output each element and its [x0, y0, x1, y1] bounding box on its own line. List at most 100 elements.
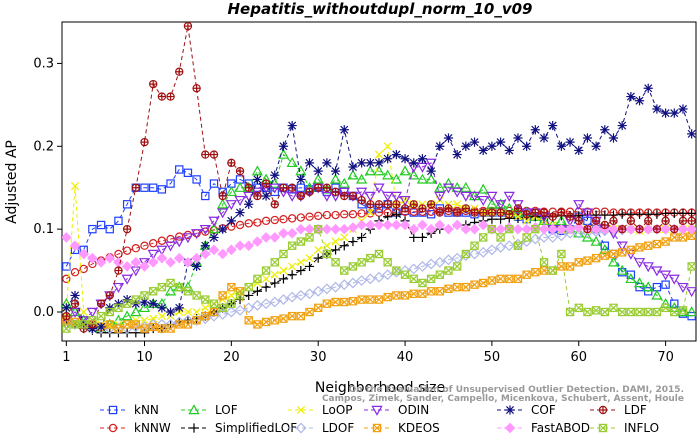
data-point: [244, 219, 253, 228]
legend-marker: [598, 423, 608, 433]
data-point: [661, 280, 670, 289]
legend-marker: [108, 405, 118, 415]
data-point: [322, 210, 332, 220]
data-point: [208, 223, 220, 234]
data-point: [270, 215, 279, 225]
data-point: [201, 191, 210, 201]
data-point: [305, 307, 314, 317]
data-point: [382, 269, 394, 281]
data-point: [105, 320, 114, 329]
data-point: [530, 125, 540, 135]
data-point: [279, 249, 288, 259]
data-point: [175, 320, 184, 329]
data-point: [182, 233, 194, 244]
data-point: [477, 195, 489, 206]
data-point: [564, 227, 576, 239]
data-point: [434, 191, 446, 202]
data-point: [581, 231, 594, 242]
data-point: [139, 297, 150, 307]
y-tick-label: 0.0: [33, 305, 54, 320]
data-point: [678, 216, 688, 226]
data-point: [253, 191, 262, 201]
data-point: [261, 266, 271, 275]
data-point: [444, 284, 453, 294]
data-point: [505, 224, 514, 234]
data-point: [226, 244, 237, 256]
data-point: [408, 169, 420, 180]
data-point: [616, 264, 628, 275]
legend-label: LoOP: [322, 403, 353, 417]
data-point: [670, 224, 679, 234]
data-point: [451, 187, 463, 198]
data-point: [477, 246, 489, 258]
data-point: [400, 154, 410, 164]
data-point: [262, 274, 271, 283]
data-point: [314, 211, 323, 221]
data-point: [548, 120, 558, 131]
data-point: [382, 169, 394, 180]
data-point: [468, 191, 481, 202]
data-point: [296, 191, 306, 201]
data-point: [208, 244, 220, 256]
data-point: [295, 289, 307, 301]
data-point: [434, 256, 446, 268]
data-point: [400, 204, 410, 213]
data-point: [591, 306, 601, 315]
data-point: [609, 216, 618, 226]
data-point: [408, 263, 420, 275]
credit-line-2: On the Evaluation of Unsupervised Outlie…: [349, 385, 684, 395]
data-point: [338, 279, 350, 291]
data-point: [87, 252, 98, 264]
data-point: [114, 266, 123, 275]
data-point: [357, 158, 367, 168]
data-point: [357, 195, 366, 205]
data-point: [496, 208, 505, 217]
data-point: [164, 285, 177, 296]
data-point: [96, 220, 106, 230]
data-point: [417, 219, 428, 231]
data-point: [651, 266, 663, 277]
data-point: [227, 291, 236, 300]
data-point: [217, 248, 228, 260]
data-point: [469, 137, 480, 147]
data-point: [130, 256, 142, 268]
x-tick-label: 50: [484, 350, 501, 365]
data-point: [677, 306, 689, 317]
data-point: [227, 158, 236, 168]
data-point: [131, 243, 141, 253]
x-tick-label: 30: [310, 350, 327, 365]
data-point: [148, 183, 158, 192]
data-point: [279, 183, 288, 192]
data-point: [661, 108, 671, 118]
data-point: [357, 295, 366, 304]
data-point: [79, 320, 88, 329]
x-axis-label: Neighborhood size: [315, 380, 445, 396]
data-point: [583, 224, 592, 234]
data-point: [140, 183, 149, 192]
legend-item: kNN: [100, 403, 159, 417]
data-point: [652, 239, 662, 249]
data-point: [453, 200, 462, 209]
data-point: [539, 208, 549, 217]
data-point: [192, 261, 202, 272]
data-point: [138, 302, 151, 313]
data-point: [270, 258, 279, 267]
data-point: [460, 181, 472, 192]
data-point: [209, 232, 219, 243]
data-point: [635, 243, 644, 252]
data-point: [312, 173, 324, 184]
data-point: [105, 291, 114, 300]
data-point: [261, 317, 271, 327]
data-point: [234, 240, 246, 252]
data-point: [496, 274, 505, 284]
data-point: [217, 208, 229, 219]
legend-marker: [371, 405, 383, 416]
series-line-knn: [65, 168, 692, 317]
data-point: [183, 320, 193, 329]
data-point: [513, 241, 523, 250]
data-point: [305, 212, 314, 221]
data-point: [451, 181, 463, 192]
data-point: [201, 303, 210, 312]
data-point: [521, 223, 532, 235]
data-point: [617, 209, 627, 219]
